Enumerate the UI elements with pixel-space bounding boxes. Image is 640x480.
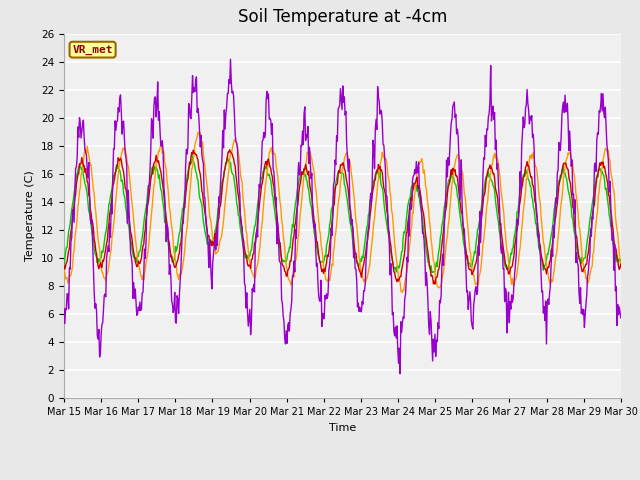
- Tsoil set 2: [617, 263, 625, 269]
- Tsoil set 1: [428, 273, 435, 279]
- Tsoil set 3: [184, 169, 192, 175]
- Tsoil set 1: [60, 263, 68, 268]
- Tsoil set 3: [60, 262, 68, 268]
- Line: Tair: Tair: [64, 59, 621, 374]
- Tsoil set 2: [428, 242, 436, 248]
- Tsoil set 1: [214, 221, 221, 227]
- Tair: [227, 56, 234, 62]
- Tsoil set 1: [617, 261, 625, 267]
- Tair: [396, 371, 404, 377]
- Tair: [617, 315, 625, 321]
- Tsoil set 1: [431, 281, 439, 287]
- Line: Tsoil set 1: Tsoil set 1: [64, 150, 621, 284]
- Tair: [214, 243, 221, 249]
- Tsoil set 2: [194, 130, 202, 135]
- Text: VR_met: VR_met: [72, 45, 113, 55]
- Tsoil set 2: [399, 289, 406, 295]
- Tsoil set 3: [214, 205, 222, 211]
- Tair: [127, 254, 135, 260]
- Title: Soil Temperature at -4cm: Soil Temperature at -4cm: [237, 9, 447, 26]
- Tsoil set 1: [226, 147, 234, 153]
- Tsoil set 2: [60, 267, 68, 273]
- Tair: [60, 306, 68, 312]
- Tsoil set 1: [184, 176, 192, 182]
- Tair: [70, 219, 78, 225]
- Tsoil set 1: [411, 180, 419, 186]
- Line: Tsoil set 3: Tsoil set 3: [64, 156, 621, 273]
- Tsoil set 2: [184, 215, 192, 220]
- Line: Tsoil set 2: Tsoil set 2: [64, 132, 621, 292]
- Tsoil set 2: [214, 249, 222, 254]
- Y-axis label: Temperature (C): Temperature (C): [26, 170, 35, 262]
- Tsoil set 2: [127, 194, 135, 200]
- Tsoil set 3: [127, 240, 135, 245]
- Tsoil set 3: [70, 191, 78, 197]
- Tsoil set 1: [127, 232, 135, 238]
- Tsoil set 3: [411, 181, 419, 187]
- X-axis label: Time: Time: [329, 423, 356, 433]
- Tsoil set 3: [429, 270, 436, 276]
- Tsoil set 3: [428, 263, 435, 269]
- Legend: Tair, Tsoil set 1, Tsoil set 2, Tsoil set 3: Tair, Tsoil set 1, Tsoil set 2, Tsoil se…: [167, 476, 518, 480]
- Tsoil set 2: [70, 248, 78, 253]
- Tair: [184, 144, 192, 150]
- Tsoil set 1: [70, 203, 78, 208]
- Tsoil set 2: [412, 180, 419, 186]
- Tair: [428, 338, 436, 344]
- Tsoil set 3: [189, 153, 196, 159]
- Tsoil set 3: [617, 257, 625, 263]
- Tair: [412, 171, 419, 177]
